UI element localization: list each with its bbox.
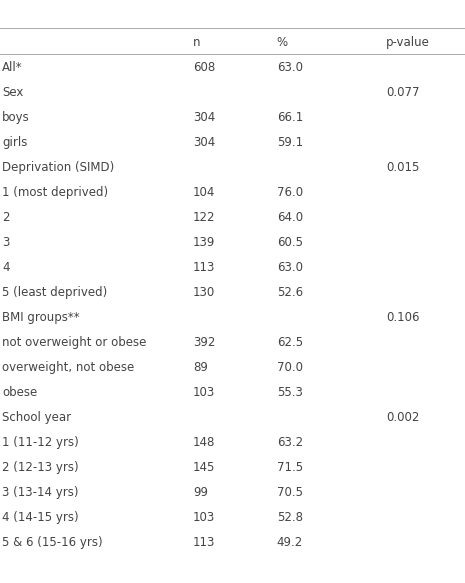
Text: 70.5: 70.5: [277, 486, 303, 499]
Text: n: n: [193, 36, 200, 49]
Text: 4 (14-15 yrs): 4 (14-15 yrs): [2, 511, 79, 524]
Text: BMI groups**: BMI groups**: [2, 311, 80, 324]
Text: 0.106: 0.106: [386, 311, 419, 324]
Text: 304: 304: [193, 111, 215, 124]
Text: girls: girls: [2, 136, 28, 149]
Text: 3 (13-14 yrs): 3 (13-14 yrs): [2, 486, 79, 499]
Text: 89: 89: [193, 361, 208, 374]
Text: 0.002: 0.002: [386, 411, 419, 424]
Text: overweight, not obese: overweight, not obese: [2, 361, 134, 374]
Text: 1 (most deprived): 1 (most deprived): [2, 186, 108, 199]
Text: 103: 103: [193, 511, 215, 524]
Text: All*: All*: [2, 61, 23, 74]
Text: 392: 392: [193, 336, 215, 349]
Text: 60.5: 60.5: [277, 236, 303, 250]
Text: %: %: [277, 36, 288, 49]
Text: p-value: p-value: [386, 36, 430, 49]
Text: not overweight or obese: not overweight or obese: [2, 336, 146, 349]
Text: 2: 2: [2, 211, 10, 224]
Text: 104: 104: [193, 186, 215, 199]
Text: boys: boys: [2, 111, 30, 124]
Text: 1 (11-12 yrs): 1 (11-12 yrs): [2, 436, 79, 449]
Text: 3: 3: [2, 236, 10, 250]
Text: 139: 139: [193, 236, 215, 250]
Text: 66.1: 66.1: [277, 111, 303, 124]
Text: 0.015: 0.015: [386, 161, 419, 174]
Text: 55.3: 55.3: [277, 387, 303, 399]
Text: 2 (12-13 yrs): 2 (12-13 yrs): [2, 461, 79, 474]
Text: 52.6: 52.6: [277, 286, 303, 299]
Text: 113: 113: [193, 261, 215, 274]
Text: 76.0: 76.0: [277, 186, 303, 199]
Text: Sex: Sex: [2, 86, 24, 99]
Text: 130: 130: [193, 286, 215, 299]
Text: 0.077: 0.077: [386, 86, 419, 99]
Text: 5 (least deprived): 5 (least deprived): [2, 286, 107, 299]
Text: 5 & 6 (15-16 yrs): 5 & 6 (15-16 yrs): [2, 536, 103, 549]
Text: 63.0: 63.0: [277, 261, 303, 274]
Text: 148: 148: [193, 436, 215, 449]
Text: 52.8: 52.8: [277, 511, 303, 524]
Text: 70.0: 70.0: [277, 361, 303, 374]
Text: School year: School year: [2, 411, 72, 424]
Text: 63.0: 63.0: [277, 61, 303, 74]
Text: 49.2: 49.2: [277, 536, 303, 549]
Text: 99: 99: [193, 486, 208, 499]
Text: 64.0: 64.0: [277, 211, 303, 224]
Text: 608: 608: [193, 61, 215, 74]
Text: 63.2: 63.2: [277, 436, 303, 449]
Text: 4: 4: [2, 261, 10, 274]
Text: 145: 145: [193, 461, 215, 474]
Text: obese: obese: [2, 387, 38, 399]
Text: 122: 122: [193, 211, 215, 224]
Text: 103: 103: [193, 387, 215, 399]
Text: 59.1: 59.1: [277, 136, 303, 149]
Text: 304: 304: [193, 136, 215, 149]
Text: 62.5: 62.5: [277, 336, 303, 349]
Text: 71.5: 71.5: [277, 461, 303, 474]
Text: 113: 113: [193, 536, 215, 549]
Text: Deprivation (SIMD): Deprivation (SIMD): [2, 161, 114, 174]
